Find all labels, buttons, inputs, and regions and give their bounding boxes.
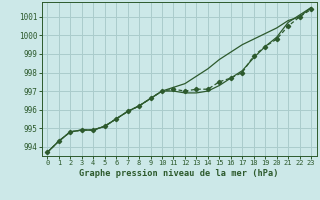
X-axis label: Graphe pression niveau de la mer (hPa): Graphe pression niveau de la mer (hPa) bbox=[79, 169, 279, 178]
